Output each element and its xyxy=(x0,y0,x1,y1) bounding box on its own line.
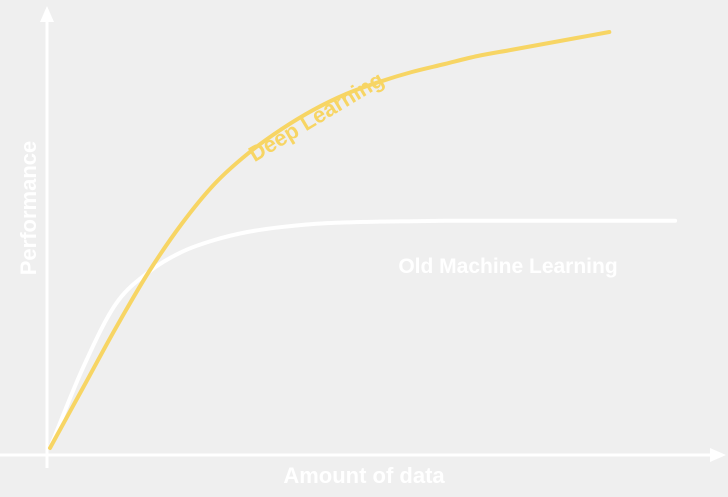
series-layer xyxy=(48,30,678,450)
x-axis-label: Amount of data xyxy=(283,463,445,488)
series-line-deep-learning xyxy=(48,30,612,450)
x-axis-arrow-icon xyxy=(710,448,726,462)
series-label-deep-learning: Deep Learning xyxy=(244,67,388,167)
y-axis-arrow-icon xyxy=(40,6,54,22)
series-label-old-machine-learning: Old Machine Learning xyxy=(398,255,617,278)
y-axis-label: Performance xyxy=(16,141,41,276)
